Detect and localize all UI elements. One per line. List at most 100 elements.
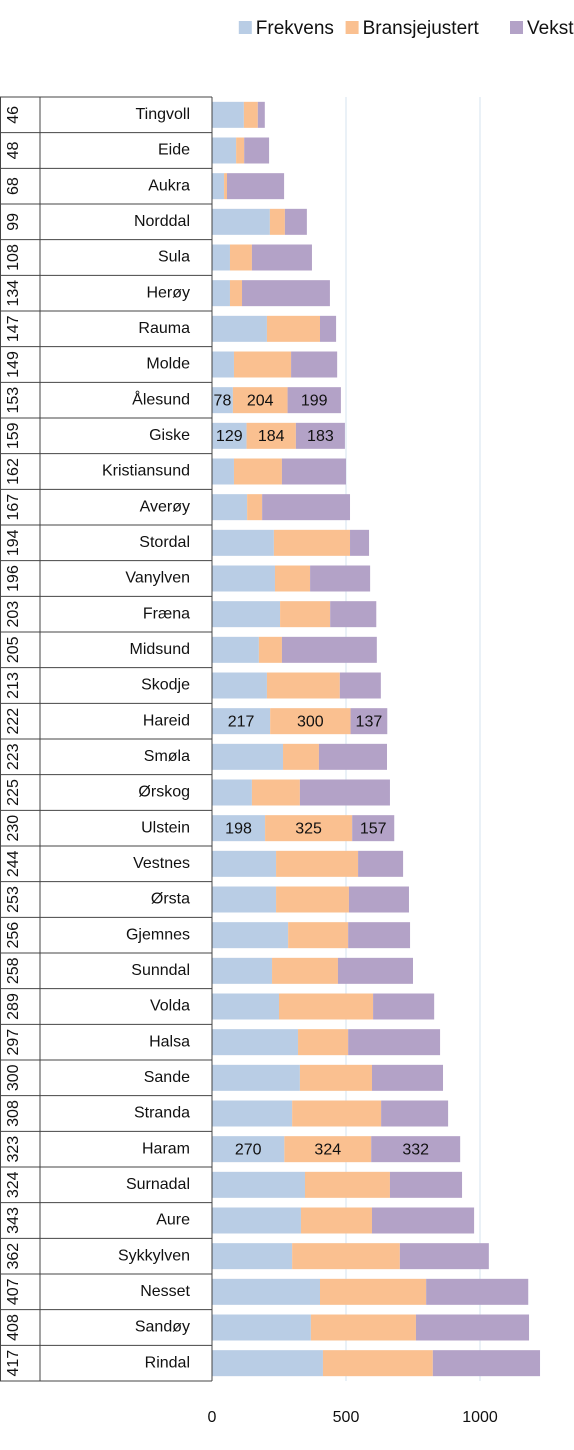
bar-segment [371,1207,475,1234]
category-label: Aukra [148,177,190,194]
bar-segment [291,351,338,378]
row-label: 99 [5,213,22,231]
bar-segment [246,422,296,449]
bar-segment [298,1029,349,1056]
bar-segment [389,1171,463,1198]
bar-segment [212,387,233,414]
bar-segment [265,815,353,842]
bar-segment [251,244,312,271]
bar-segment [212,280,230,307]
category-label: Aure [156,1212,190,1229]
bar-segment [337,957,413,984]
legend-label: Frekvens [256,18,334,39]
row-label: 223 [5,743,22,770]
category-label: Ørsta [151,891,190,908]
bar-segment [242,280,330,307]
x-tick-label: 500 [333,1409,360,1426]
bar-segment [304,1171,390,1198]
bar-segment [399,1243,489,1270]
category-label: Giske [149,427,190,444]
bar-segment [212,1243,293,1270]
bar-segment [244,137,270,164]
bar-segment [212,1100,293,1127]
bar-segment [280,601,331,628]
bar-segment [284,1136,372,1163]
bar-segment [212,173,225,200]
bar-segment [310,1314,416,1341]
bar-segment [320,1278,427,1305]
row-label: 147 [5,315,22,342]
category-label: Vanylven [125,570,190,587]
row-label: 213 [5,672,22,699]
bar-segment [212,850,277,877]
bar-segment [212,886,277,913]
data-label: 129 [216,428,243,445]
bar-segment [358,850,404,877]
row-label: 48 [5,142,22,160]
bar-segment [371,1136,461,1163]
bar-segment [212,636,259,663]
bar-segment [212,672,267,699]
bar-segment [381,1100,449,1127]
bar-segment [257,101,265,128]
category-label: Hareid [143,712,190,729]
bar-segment [212,1314,311,1341]
bar-segment [300,1207,372,1234]
data-label: 183 [307,428,334,445]
category-label: Eide [158,142,190,159]
bar-segment [276,850,359,877]
bar-segment [373,993,435,1020]
category-label: Herøy [146,284,190,301]
row-label: 167 [5,494,22,521]
bar-segment [212,779,252,806]
row-label: 68 [5,177,22,195]
row-label: 258 [5,957,22,984]
category-label: Volda [150,998,190,1015]
category-label: Vestnes [133,855,190,872]
bar-segment [212,494,248,521]
bar-segment [212,1350,323,1377]
bar-segment [287,387,341,414]
category-label: Tingvoll [135,106,190,123]
data-label: 184 [258,428,285,445]
data-label: 157 [360,820,387,837]
bar-segment [426,1278,529,1305]
bar-segment [339,672,381,699]
category-label: Skodje [141,677,190,694]
bar-segment [212,458,234,485]
data-label: 325 [295,820,322,837]
bar-segment [276,886,349,913]
bar-segment [348,1029,441,1056]
bar-segment [299,779,390,806]
bar-segment [233,458,282,485]
data-label: 137 [356,713,383,730]
bar-segment [279,993,374,1020]
bar-segment [212,315,267,342]
bar-segment [212,529,274,556]
bar-segment [272,957,338,984]
bar-segment [247,494,263,521]
bar-segment [236,137,245,164]
bar-segment [251,779,300,806]
bar-segment [212,815,266,842]
bar-segment [273,529,351,556]
category-label: Rauma [138,320,190,337]
row-label: 225 [5,779,22,806]
category-label: Molde [146,356,190,373]
bar-segment [310,565,371,592]
row-label: 323 [5,1136,22,1163]
bar-segment [224,173,228,200]
category-label: Norddal [134,213,190,230]
category-label: Sande [144,1069,190,1086]
bar-segment [348,922,411,949]
row-label: 205 [5,636,22,663]
row-label: 362 [5,1243,22,1270]
category-label: Surnadal [126,1176,190,1193]
bar-segment [212,101,244,128]
row-label: 196 [5,565,22,592]
bar-segment [266,315,321,342]
bar-segment [212,1029,299,1056]
bar-segment [227,173,285,200]
bar-segment [243,101,258,128]
bar-segment [281,636,377,663]
